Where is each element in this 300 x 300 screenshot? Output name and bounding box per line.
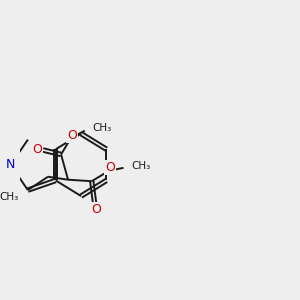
Text: O: O — [67, 129, 77, 142]
Text: O: O — [91, 202, 101, 216]
Text: CH₃: CH₃ — [93, 123, 112, 133]
Text: N: N — [6, 158, 15, 171]
Text: O: O — [32, 143, 42, 156]
Text: CH₃: CH₃ — [0, 192, 19, 202]
Text: O: O — [106, 161, 116, 174]
Text: CH₃: CH₃ — [131, 161, 151, 171]
